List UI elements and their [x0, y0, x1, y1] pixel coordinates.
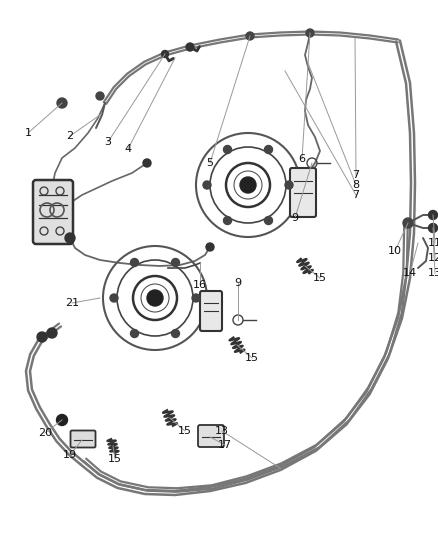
Circle shape [172, 329, 180, 337]
Text: 19: 19 [63, 450, 77, 460]
Circle shape [186, 43, 194, 51]
FancyBboxPatch shape [71, 431, 95, 448]
Circle shape [65, 233, 75, 243]
Text: 12: 12 [428, 253, 438, 263]
Text: 7: 7 [353, 190, 360, 200]
Circle shape [203, 181, 211, 189]
FancyBboxPatch shape [200, 291, 222, 331]
Text: 20: 20 [38, 428, 52, 438]
Circle shape [187, 44, 194, 51]
Circle shape [96, 92, 104, 100]
Circle shape [428, 223, 438, 232]
Text: 11: 11 [428, 238, 438, 248]
Circle shape [428, 211, 438, 220]
Circle shape [172, 259, 180, 266]
Text: 14: 14 [403, 268, 417, 278]
Text: 15: 15 [108, 454, 122, 464]
Circle shape [37, 332, 47, 342]
Circle shape [265, 216, 272, 224]
Text: 4: 4 [124, 144, 131, 154]
Text: 8: 8 [353, 180, 360, 190]
Circle shape [403, 218, 413, 228]
FancyBboxPatch shape [33, 180, 73, 244]
Circle shape [47, 328, 57, 338]
Circle shape [206, 243, 214, 251]
Text: 6: 6 [299, 154, 305, 164]
Circle shape [285, 181, 293, 189]
Text: 16: 16 [193, 280, 207, 290]
Text: 10: 10 [388, 246, 402, 256]
FancyBboxPatch shape [198, 425, 224, 447]
Circle shape [240, 177, 256, 193]
Text: 13: 13 [428, 268, 438, 278]
Text: 17: 17 [218, 440, 232, 450]
Circle shape [131, 259, 138, 266]
Circle shape [147, 290, 163, 306]
Text: 9: 9 [291, 213, 299, 223]
Text: 5: 5 [206, 158, 213, 168]
Text: 15: 15 [178, 426, 192, 436]
FancyBboxPatch shape [290, 168, 316, 217]
Circle shape [57, 415, 67, 425]
Text: 13: 13 [215, 426, 229, 436]
Text: 15: 15 [245, 353, 259, 363]
Circle shape [223, 216, 232, 224]
Circle shape [223, 146, 232, 154]
Circle shape [162, 51, 169, 58]
Circle shape [143, 159, 151, 167]
Circle shape [192, 294, 200, 302]
Text: 15: 15 [313, 273, 327, 283]
Text: 7: 7 [353, 170, 360, 180]
Circle shape [246, 32, 254, 40]
Circle shape [131, 329, 138, 337]
Circle shape [57, 98, 67, 108]
Circle shape [265, 146, 272, 154]
Text: 9: 9 [234, 278, 242, 288]
Circle shape [306, 29, 314, 37]
Text: 2: 2 [67, 131, 74, 141]
Text: 21: 21 [65, 298, 79, 308]
Text: 3: 3 [105, 137, 112, 147]
Text: 1: 1 [25, 128, 32, 138]
Circle shape [110, 294, 118, 302]
